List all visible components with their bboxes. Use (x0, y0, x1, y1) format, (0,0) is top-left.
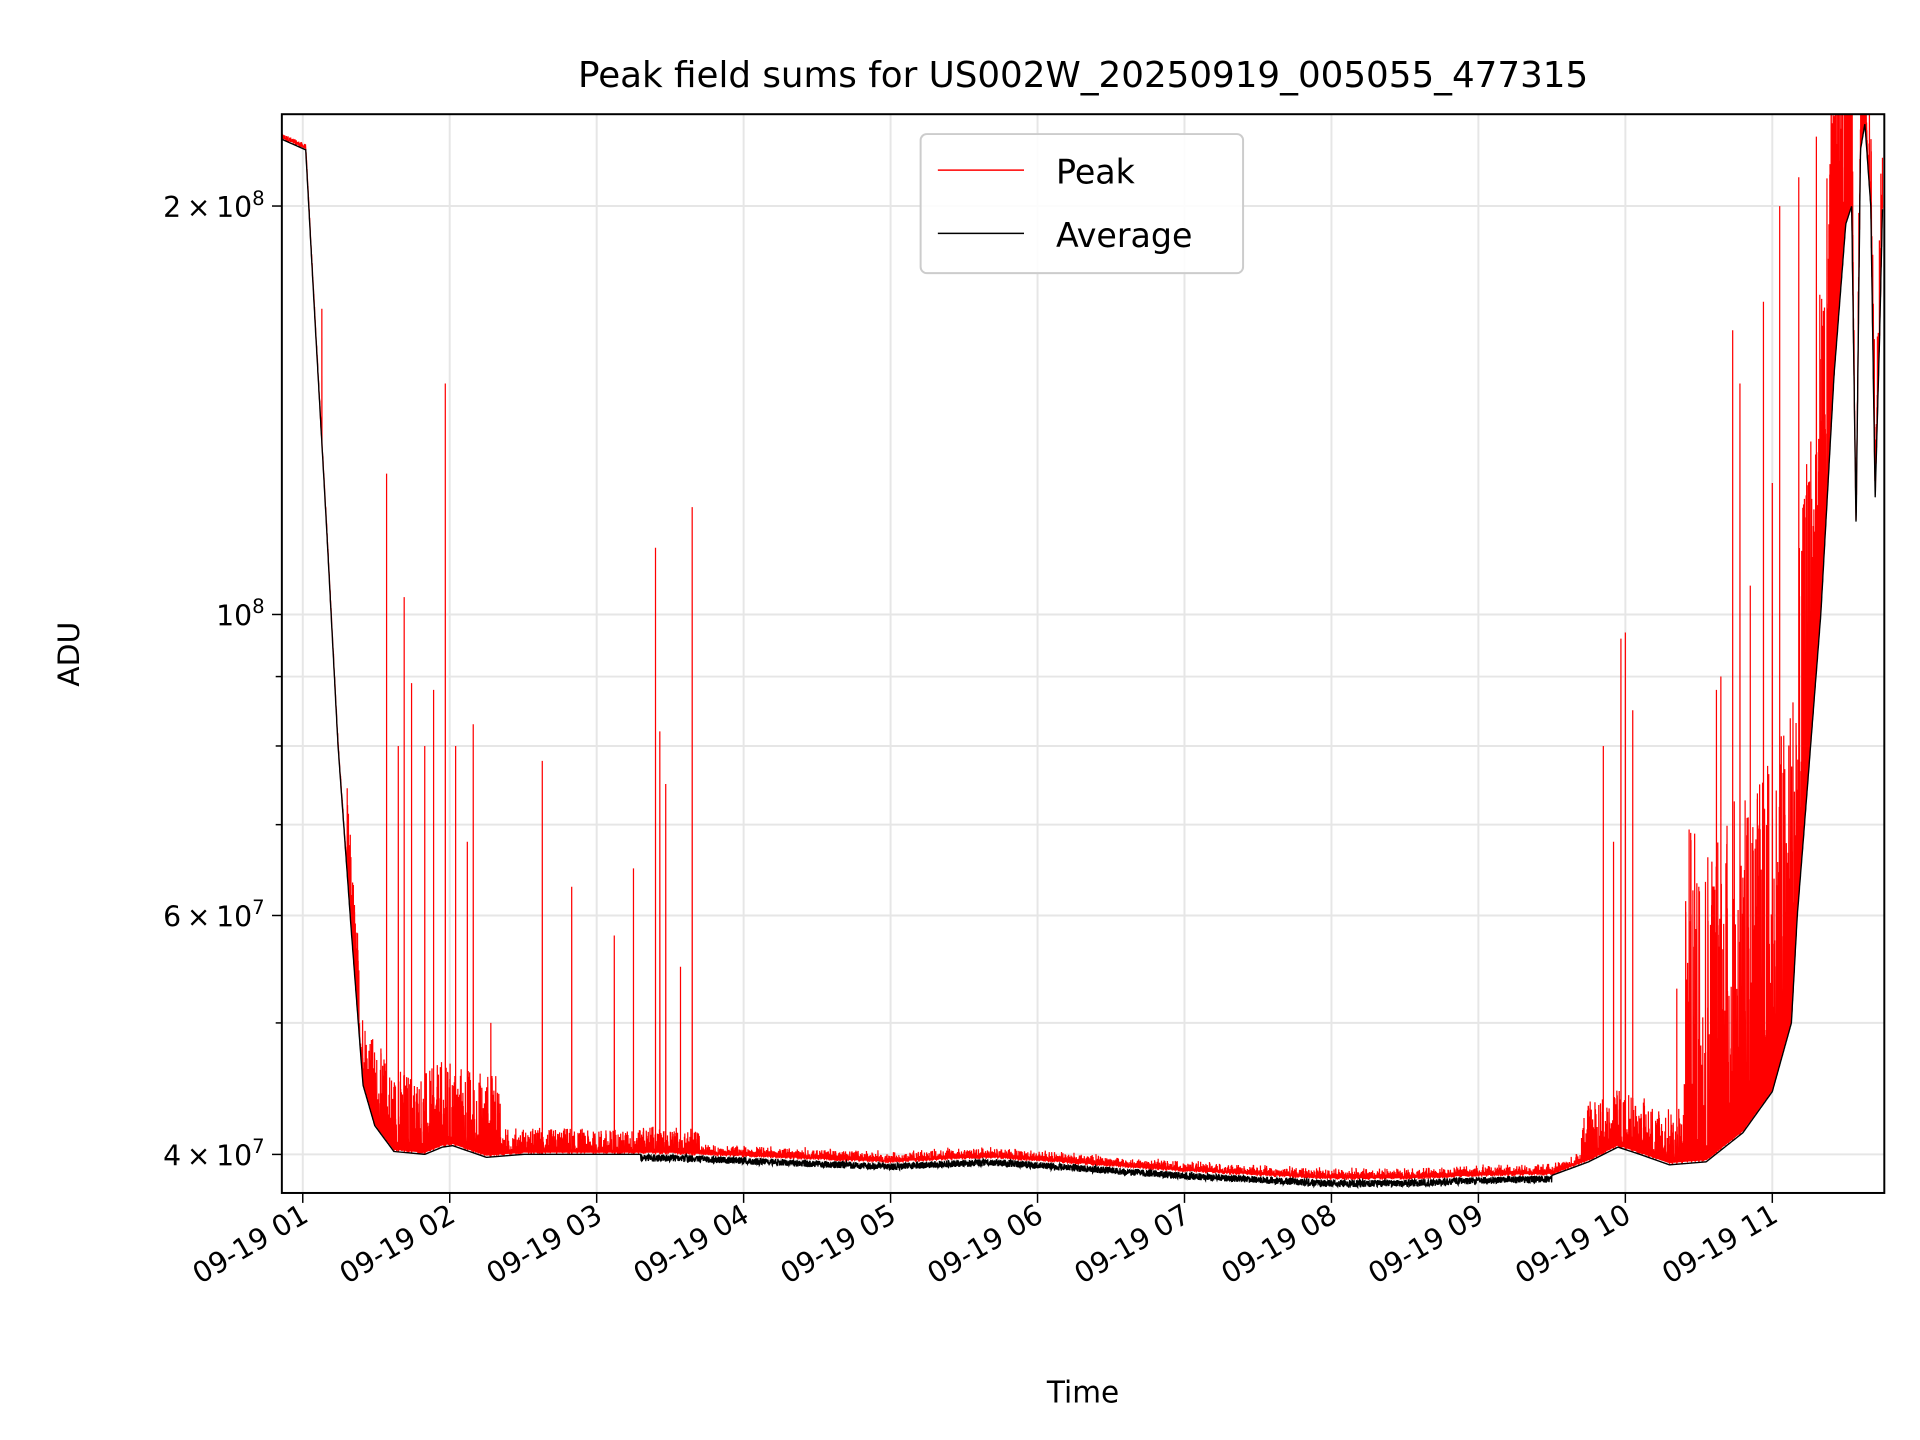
legend-average-label: Average (1056, 216, 1192, 255)
legend-box (919, 133, 1245, 275)
x-tick-label: 09-19 08 (1216, 1198, 1343, 1291)
x-tick-label: 09-19 07 (1069, 1198, 1196, 1291)
x-tick-label: 09-19 06 (922, 1198, 1049, 1291)
y-axis-label: ADU (51, 622, 86, 687)
x-tick-label: 09-19 05 (775, 1198, 902, 1291)
legend: Peak Average (919, 133, 1245, 275)
x-tick-label: 09-19 04 (628, 1198, 755, 1291)
legend-peak-label: Peak (1056, 153, 1136, 192)
y-axis: 4 × 107 6 × 107 108 2 × 108 (163, 187, 282, 1173)
x-tick-label: 09-19 10 (1510, 1198, 1637, 1291)
chart-title: Peak field sums for US002W_20250919_0050… (578, 55, 1588, 96)
x-tick-label: 09-19 02 (334, 1198, 461, 1291)
x-tick-label: 09-19 11 (1657, 1198, 1784, 1291)
x-tick-label: 09-19 01 (187, 1198, 314, 1291)
y-tick-label: 108 (216, 595, 265, 633)
y-tick-label: 4 × 107 (163, 1135, 265, 1173)
y-tick-label: 6 × 107 (163, 896, 265, 934)
series-peak-line (281, 114, 1884, 1181)
x-axis-label: Time (1046, 1375, 1119, 1410)
x-axis: 09-19 01 09-19 02 09-19 03 09-19 04 09-19 05… (187, 1192, 1784, 1291)
y-tick-label: 2 × 108 (163, 187, 265, 225)
x-tick-label: 09-19 09 (1363, 1198, 1490, 1291)
axes-frame (280, 113, 1886, 1194)
grid-lines (281, 114, 1885, 1193)
series-average-line (281, 124, 1884, 1190)
x-tick-label: 09-19 03 (481, 1198, 608, 1291)
